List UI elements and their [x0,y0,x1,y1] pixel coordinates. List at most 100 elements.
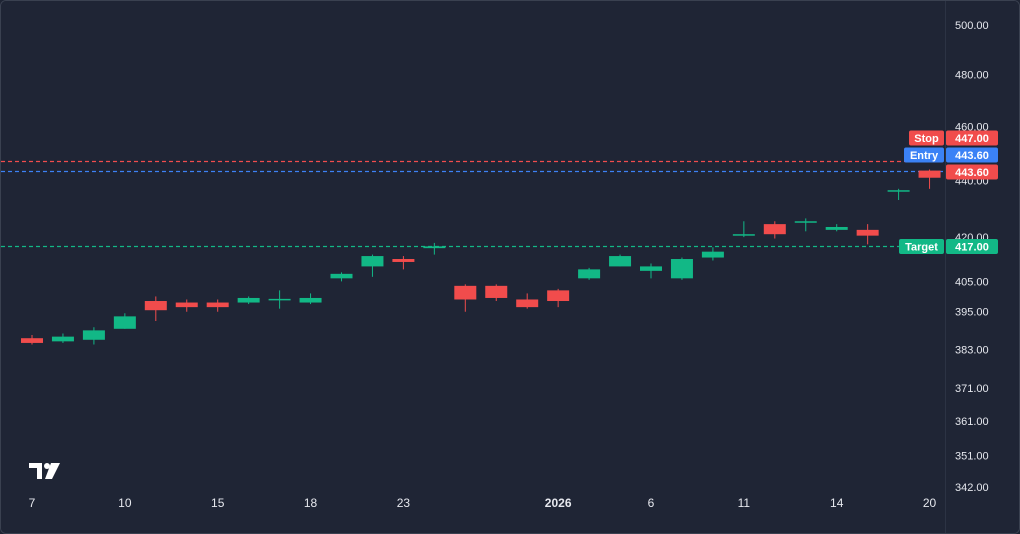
candle [392,256,415,270]
level-value-entry: 443.60 [946,147,998,163]
candle-body [609,256,632,267]
candle [670,257,693,280]
price-tick-label: 383.00 [955,344,989,356]
candle [887,188,910,201]
candle [918,169,941,189]
candle [82,327,105,345]
candle-body [268,298,291,301]
candle [51,333,74,343]
candle-body [732,234,755,236]
level-tag-target-text: Target [905,242,938,254]
candle-body [701,251,724,258]
level-tag-target-bg [899,239,944,254]
time-tick-label: 7 [29,496,36,510]
price-tick-label: 480.00 [955,70,989,82]
candle [423,242,446,255]
candle [206,299,229,312]
candle-body [330,273,353,279]
candle-body [578,269,601,279]
last-price-label: 443.60 [946,164,998,180]
candle [578,267,601,280]
time-tick-label: 23 [397,496,411,510]
candle [640,263,662,279]
level-tag-target: Target [899,239,944,254]
candle-body [206,302,229,308]
candle [609,254,632,267]
candle-body [454,285,477,300]
time-axis[interactable]: 7 10 15 18 23 2026 6 11 14 20 [29,496,937,510]
tradingview-logo-icon[interactable] [29,463,60,479]
level-value-target: 417.00 [946,239,998,254]
candle-body [21,338,43,343]
candle-body [825,226,848,230]
candle-body [175,302,198,308]
price-tick-label: 351.00 [955,450,989,462]
candle [732,221,755,238]
price-tick-label: 361.00 [955,416,989,428]
time-tick-label: 18 [304,496,318,510]
candle-body [856,229,879,236]
time-tick-label: 6 [648,496,655,510]
level-value-stop: 447.00 [946,130,998,146]
price-tick-label: 395.00 [955,307,989,319]
time-tick-label: 20 [923,496,937,510]
candle-body [516,299,539,308]
candle-body [670,259,693,279]
level-tag-entry: Entry [904,147,944,163]
candle-body [144,301,167,311]
last-price-label-text: 443.60 [955,167,989,179]
level-lines [1,160,945,248]
level-value-entry-text: 443.60 [955,150,989,162]
candle [21,335,43,345]
level-tag-stop: Stop [909,130,944,146]
candle-body [299,297,322,303]
time-tick-label: 15 [211,496,225,510]
last-price-label-bg [946,164,998,180]
candle [701,247,724,261]
candle-body [51,336,74,342]
candle-body [392,259,415,262]
candle-body [887,190,910,192]
candle [547,288,570,308]
candle-body [237,297,260,303]
candle [794,218,817,232]
price-axis[interactable]: 500.00480.00460.00440.00420.00405.00395.… [955,20,989,494]
candle [454,284,477,312]
price-tick-label: 371.00 [955,383,989,395]
candle [361,254,384,277]
candles [21,169,941,345]
level-tag-entry-text: Entry [910,150,939,162]
candle [763,221,786,239]
candle [268,290,291,309]
candle-body [82,330,105,340]
candle-body [361,256,384,267]
level-value-entry-bg [946,147,998,163]
candle [299,293,322,305]
price-tick-label: 500.00 [955,20,989,32]
level-labels: Stop 447.00 Entry 443.60 443.60 Target 417.00 [899,130,998,254]
candle-body [763,224,786,235]
time-tick-label: 14 [830,496,844,510]
level-value-stop-text: 447.00 [955,133,989,145]
level-value-stop-bg [946,130,998,146]
candle-body [547,290,570,302]
candle-body [794,221,817,223]
time-tick-label: 11 [738,496,751,510]
candle-body [113,316,136,329]
level-value-target-bg [946,239,998,254]
price-tick-label: 342.00 [955,482,989,494]
candle [175,299,198,312]
candle-body [485,285,508,298]
candle [237,296,260,305]
level-value-target-text: 417.00 [955,242,989,254]
candle-body [423,246,446,249]
candle [825,224,848,232]
price-tick-label: 460.00 [955,121,989,133]
candle-body [640,266,662,271]
level-tag-stop-text: Stop [914,133,939,145]
candle [485,284,508,302]
candle-body [918,170,941,178]
